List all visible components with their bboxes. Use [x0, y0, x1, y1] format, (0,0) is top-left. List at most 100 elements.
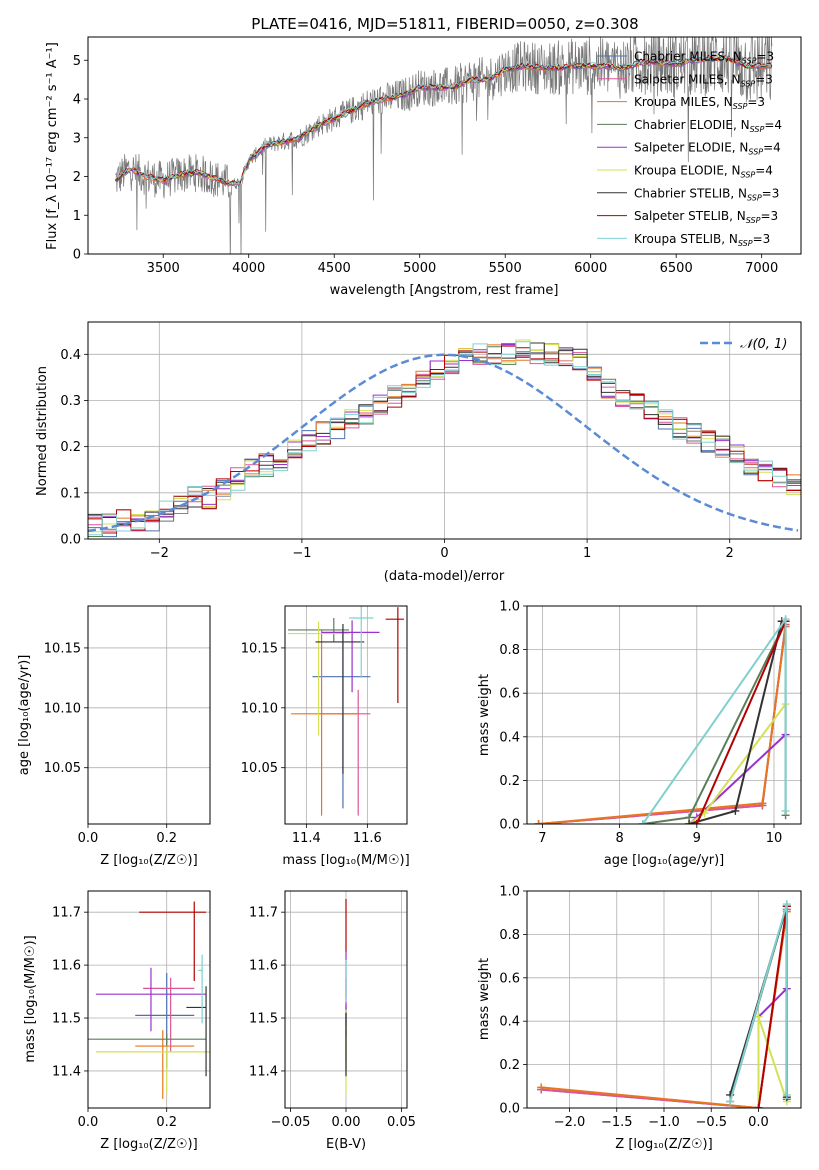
x-tick-label: 4500 [318, 261, 351, 276]
mass-weight-marker [731, 806, 740, 815]
legend-entry: Salpeter MILES, NSSP=3 [634, 72, 773, 88]
mass-vs-Z-xlabel: Z [log₁₀(Z/Z☉)] [100, 1137, 197, 1152]
residual-plot-area [88, 339, 801, 538]
mass-weight-marker [781, 806, 790, 815]
legend-entry: Kroupa STELIB, NSSP=3 [634, 232, 770, 248]
y-tick-label: 0.4 [499, 1015, 520, 1030]
x-tick-label: −0.05 [271, 1115, 311, 1130]
age-vs-Z-panel: 0.0 0.2 10.05 10.10 10.15 Z [log₁₀(Z/Z☉)] ag… [17, 605, 211, 868]
y-tick-label: 0.1 [60, 486, 81, 501]
legend-entry: Kroupa ELODIE, NSSP=4 [634, 164, 773, 180]
y-tick-label: 0.0 [499, 1102, 520, 1117]
y-tick-label: 11.6 [52, 959, 81, 974]
y-tick-label: 5 [73, 54, 81, 69]
normal-curve [88, 353, 799, 533]
mass-weight-marker [758, 799, 767, 808]
y-tick-label: 0 [73, 248, 81, 263]
x-tick-label: 8 [615, 831, 623, 846]
mass-weight-marker [692, 820, 701, 824]
x-tick-label: 1 [583, 546, 591, 561]
x-tick-label: 11.6 [353, 831, 382, 846]
x-tick-label: 9 [693, 831, 701, 846]
figure-title: PLATE=0416, MJD=51811, FIBERID=0050, z=0… [251, 15, 638, 33]
mass-vs-Z-grid: 0.0 0.2 11.4 11.5 11.6 11.7 [52, 891, 210, 1130]
age-vs-mass-xlabel: mass [log₁₀(M/M☉)] [282, 853, 409, 868]
x-tick-label: 6500 [660, 261, 693, 276]
spectrum-panel: 3500 4000 4500 5000 5500 6000 6500 7000 0 1 2 3 4 5 C… [45, 36, 802, 298]
mass-vs-Z-ylabel: mass [log₁₀(M/M☉)] [23, 935, 38, 1062]
y-tick-label: 0.2 [499, 1058, 520, 1073]
age-vs-mass-frame [284, 605, 408, 825]
x-tick-label: 5000 [403, 261, 436, 276]
age-vs-Z-frame [87, 605, 211, 825]
age-vs-mass-plot-area [288, 606, 404, 816]
y-tick-label: 0.2 [499, 774, 520, 789]
y-tick-label: 11.5 [52, 1012, 81, 1027]
y-tick-label: 10.05 [241, 761, 278, 776]
residual-frame [87, 321, 802, 540]
weight-vs-age-grid: 7 8 9 10 0.0 0.2 0.4 0.6 0.8 1.0 [499, 600, 801, 846]
legend-entry: Chabrier ELODIE, NSSP=4 [634, 118, 782, 134]
y-tick-label: 11.5 [249, 1012, 278, 1027]
x-tick-label: −2.0 [554, 1115, 586, 1130]
x-tick-label: 7000 [745, 261, 778, 276]
age-vs-mass-panel: 11.4 11.6 10.05 10.10 10.15 mass [log₁₀(M/M☉… [241, 605, 410, 868]
weight-vs-Z-panel: −2.0 −1.5 −1.0 −0.5 0.0 0.0 0.2 0.4 0.6 0.8 1.0 Z … [477, 885, 802, 1152]
mass-weight-line [695, 620, 787, 824]
y-tick-label: 10.15 [241, 641, 278, 656]
y-tick-label: 0.8 [499, 928, 520, 943]
x-tick-label: 3500 [147, 261, 180, 276]
x-tick-label: −1.5 [601, 1115, 633, 1130]
y-tick-label: 10.10 [44, 701, 81, 716]
age-vs-Z-xlabel: Z [log₁₀(Z/Z☉)] [100, 853, 197, 868]
legend-entry: Salpeter STELIB, NSSP=3 [634, 209, 778, 225]
y-tick-label: 11.7 [52, 906, 81, 921]
y-tick-label: 0.3 [60, 394, 81, 409]
y-tick-label: 0.4 [60, 348, 81, 363]
y-tick-label: 0.8 [499, 643, 520, 658]
residual-legend: 𝒩(0, 1) [700, 337, 787, 352]
mass-vs-Z-plot-area [88, 901, 210, 1100]
x-tick-label: 0.05 [387, 1115, 416, 1130]
mass-vs-ebv-panel: −0.05 0.00 0.05 11.4 11.5 11.6 11.7 E(B-V) [249, 890, 416, 1152]
x-tick-label: 0.2 [156, 1115, 177, 1130]
x-tick-label: 10 [766, 831, 783, 846]
mass-weight-line [538, 626, 787, 824]
spectrum-ylabel: Flux [f_λ 10⁻¹⁷ erg cm⁻² s⁻¹ A⁻¹] [45, 42, 60, 250]
y-tick-label: 0.6 [499, 971, 520, 986]
mass-weight-marker [754, 1012, 763, 1021]
legend-entry: Kroupa MILES, NSSP=3 [634, 95, 765, 111]
y-tick-label: 0.0 [499, 818, 520, 833]
age-vs-Z-plot-area [92, 607, 206, 815]
legend-entry: Chabrier MILES, NSSP=3 [634, 50, 774, 66]
weight-vs-Z-frame [526, 890, 802, 1109]
spectrum-ticks: 3500 4000 4500 5000 5500 6000 6500 7000 0 1 2 3 4 5 [73, 54, 779, 276]
mass-vs-ebv-frame [284, 890, 408, 1109]
mass-weight-line [757, 906, 788, 1108]
age-vs-mass-grid: 11.4 11.6 10.05 10.10 10.15 [241, 606, 407, 846]
spectrum-plot-area [115, 37, 773, 254]
mass-vs-ebv-grid: −0.05 0.00 0.05 11.4 11.5 11.6 11.7 [249, 891, 416, 1130]
weight-vs-age-plot-area [534, 615, 790, 824]
y-tick-label: 0.4 [499, 730, 520, 745]
y-tick-label: 10.15 [44, 641, 81, 656]
weight-vs-age-panel: 7 8 9 10 0.0 0.2 0.4 0.6 0.8 1.0 age [log₁₀(age/y… [477, 600, 802, 868]
mass-weight-marker [782, 900, 791, 909]
x-tick-label: 0.0 [78, 1115, 99, 1130]
model-spectrum-line [115, 56, 773, 187]
mass-vs-Z-frame [87, 890, 211, 1109]
x-tick-label: 0.00 [332, 1115, 361, 1130]
x-tick-label: −0.5 [695, 1115, 727, 1130]
weight-vs-Z-xlabel: Z [log₁₀(Z/Z☉)] [615, 1137, 712, 1152]
x-tick-label: 0.0 [748, 1115, 769, 1130]
mass-vs-ebv-xlabel: E(B-V) [326, 1137, 366, 1152]
y-tick-label: 0.0 [60, 533, 81, 548]
y-tick-label: 1.0 [499, 885, 520, 900]
y-tick-label: 10.10 [241, 701, 278, 716]
y-tick-label: 3 [73, 131, 81, 146]
mass-weight-marker [685, 820, 694, 824]
weight-vs-age-ylabel: mass weight [477, 674, 492, 756]
weight-vs-age-frame [526, 605, 802, 825]
weight-vs-age-xlabel: age [log₁₀(age/yr)] [604, 853, 725, 868]
